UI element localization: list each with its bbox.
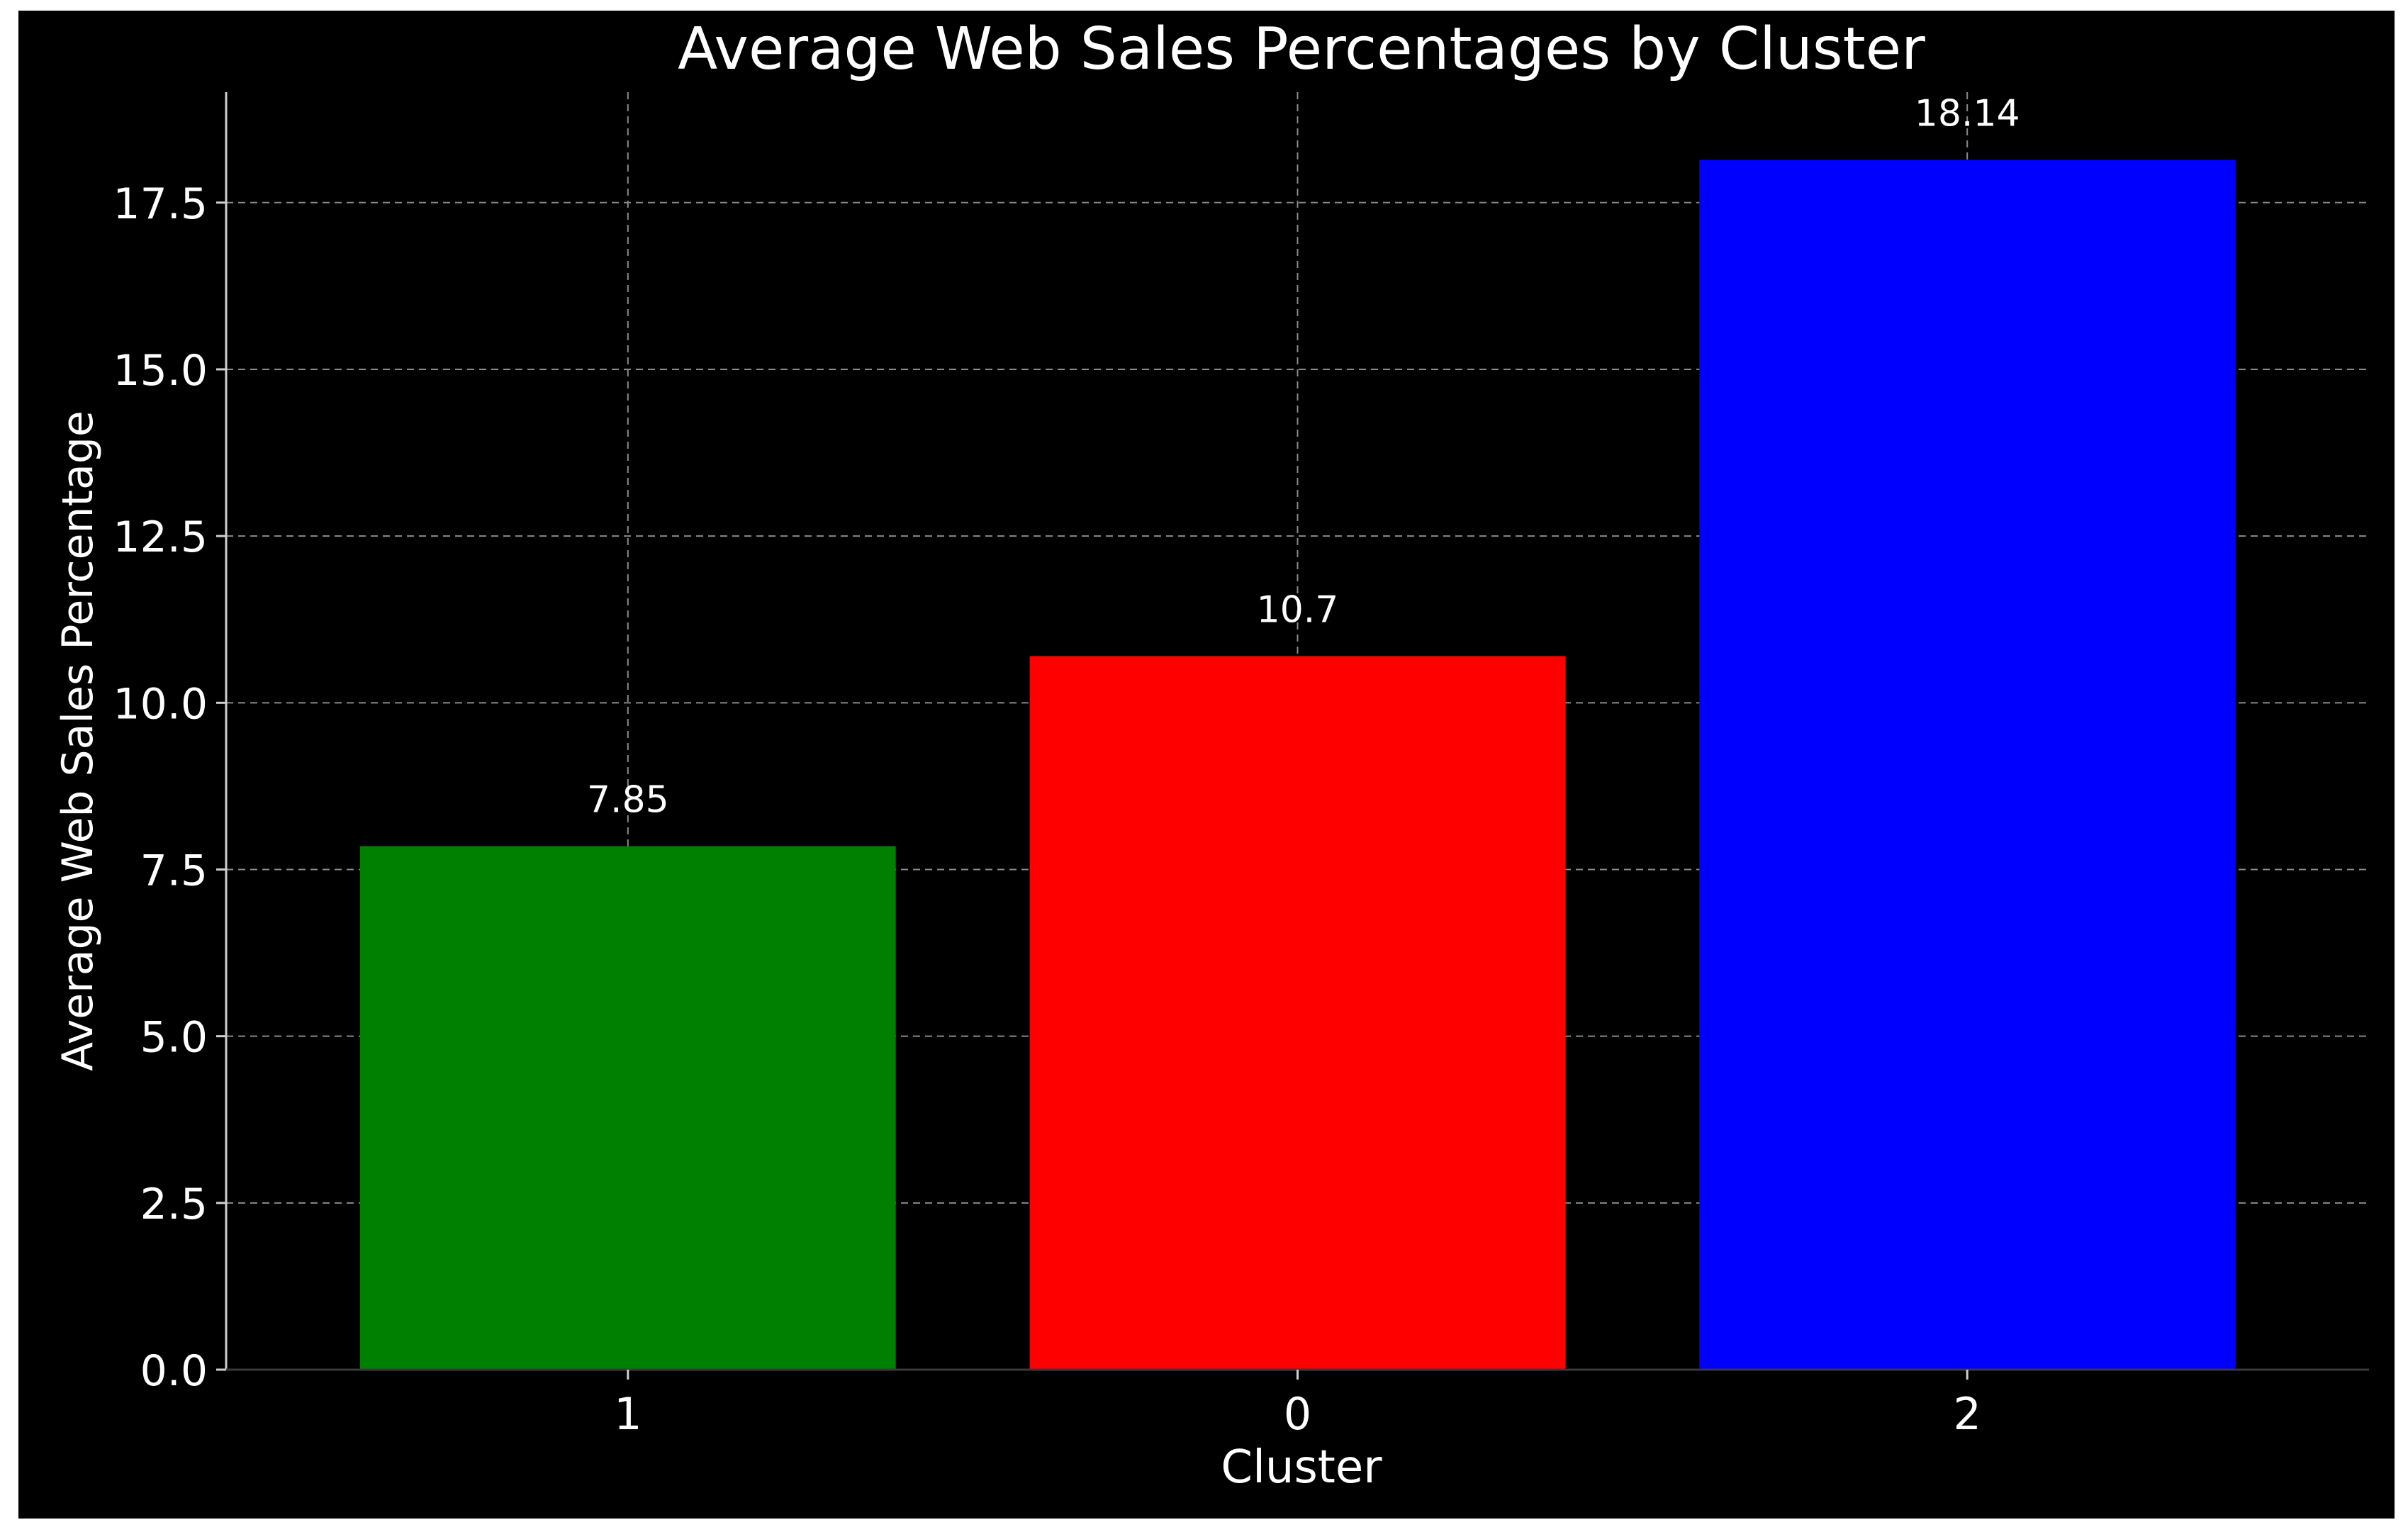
chart-frame: 0.0 2.5 5.0 7.5 10.0 12.5 15.0 17.5 1 0 2 7.85 10.… [18, 11, 2395, 1519]
x-ticks: 1 0 2 [614, 1370, 1981, 1440]
web-sales-bar-chart: 0.0 2.5 5.0 7.5 10.0 12.5 15.0 17.5 1 0 2 7.85 10.… [18, 11, 2395, 1519]
x-axis-label: Cluster [1221, 1441, 1382, 1494]
y-tick-label: 0.0 [140, 1346, 208, 1396]
x-tick-label: 2 [1953, 1388, 1981, 1440]
y-ticks: 0.0 2.5 5.0 7.5 10.0 12.5 15.0 17.5 [113, 179, 226, 1396]
y-tick-label: 5.0 [140, 1013, 208, 1063]
y-tick-label: 15.0 [113, 346, 208, 396]
data-label-cluster-0: 10.7 [1257, 588, 1339, 631]
x-tick-label: 0 [1284, 1388, 1311, 1440]
y-tick-label: 17.5 [113, 179, 208, 229]
y-tick-label: 12.5 [113, 513, 208, 562]
data-labels: 7.85 10.7 18.14 [587, 93, 2020, 822]
data-label-cluster-1: 7.85 [587, 779, 669, 822]
y-tick-label: 7.5 [140, 846, 208, 895]
bar-cluster-0 [1029, 656, 1566, 1370]
bars [359, 160, 2236, 1370]
y-tick-label: 10.0 [113, 679, 208, 729]
bar-cluster-1 [359, 846, 896, 1370]
chart-title: Average Web Sales Percentages by Cluster [678, 16, 1925, 83]
y-tick-label: 2.5 [140, 1180, 208, 1229]
bar-cluster-2 [1699, 160, 2236, 1370]
y-axis-label: Average Web Sales Percentage [53, 410, 103, 1071]
x-tick-label: 1 [614, 1388, 642, 1440]
data-label-cluster-2: 18.14 [1915, 93, 2020, 135]
